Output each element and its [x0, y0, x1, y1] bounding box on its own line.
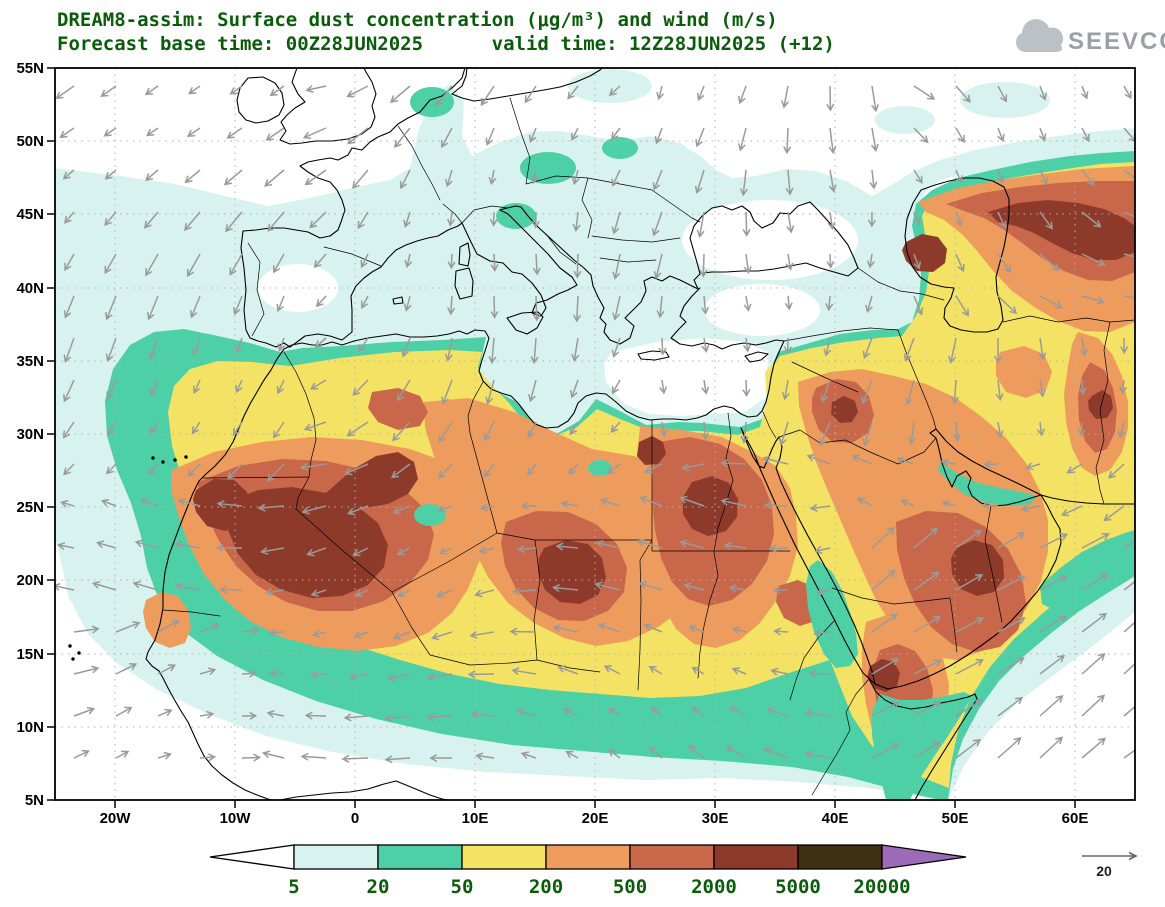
dust-patch-northeast2	[875, 106, 935, 134]
lon-tick-label: 10W	[220, 810, 252, 827]
lat-tick-label: 45N	[16, 206, 44, 223]
lat-tick-label: 35N	[16, 353, 44, 370]
lat-tick-label: 25N	[16, 499, 44, 516]
cloud-icon	[1015, 19, 1064, 52]
small-islands	[68, 455, 188, 661]
axis-ticks	[47, 67, 1076, 808]
lat-tick-label: 50N	[16, 133, 44, 150]
dust-region-gte2000	[193, 200, 1135, 692]
logo-text: SEEVCCC	[1068, 28, 1165, 55]
colorbar-segment	[377, 844, 463, 870]
logo: SEEVCCC	[1015, 19, 1165, 55]
clear-region-east-med	[604, 338, 768, 416]
dust-patch-baltic	[568, 69, 652, 103]
colorbar: 5 20 50 200 500 2000 5000 20000	[209, 844, 967, 898]
dust-patch-teal-balkans	[602, 137, 638, 159]
colorbar-segment	[293, 844, 379, 870]
lon-tick-label: 0	[351, 810, 359, 827]
lat-tick-label: 40N	[16, 280, 44, 297]
colorbar-segment	[461, 844, 547, 870]
lon-tick-label: 20E	[582, 810, 609, 827]
chart-title: DREAM8-assim: Surface dust concentration…	[57, 9, 778, 31]
lat-tick-label: 20N	[16, 572, 44, 589]
chart-subtitle: Forecast base time: 00Z28JUN2025 valid t…	[57, 33, 835, 55]
colorbar-level-label: 5	[288, 876, 299, 898]
graticule	[55, 68, 1135, 800]
clear-region-blacksea	[682, 200, 858, 280]
clear-region-anatolia	[704, 284, 820, 336]
lon-tick-label: 30E	[702, 810, 729, 827]
wind-vector-field	[55, 85, 1135, 764]
wind-reference-arrow-icon	[1082, 851, 1138, 861]
lon-tick-label: 60E	[1062, 810, 1089, 827]
colorbar-segment	[629, 844, 715, 870]
colorbar-level-label: 20	[367, 876, 390, 898]
wind-reference-legend: 20	[1082, 851, 1138, 879]
lon-tick-label: 40E	[822, 810, 849, 827]
wind-reference-value: 20	[1096, 863, 1112, 879]
lon-tick-label: 50E	[942, 810, 969, 827]
longitude-axis: 20W 10W 0 10E 20E 30E 40E 50E 60E	[100, 810, 1089, 827]
country-borders	[162, 97, 1135, 796]
map-area	[55, 68, 1135, 800]
coastlines	[145, 68, 1135, 800]
colorbar-segment	[545, 844, 631, 870]
colorbar-level-label: 20000	[853, 876, 910, 898]
lat-tick-label: 15N	[16, 646, 44, 663]
colorbar-level-label: 500	[613, 876, 647, 898]
colorbar-segment	[797, 844, 883, 870]
colorbar-level-label: 50	[451, 876, 474, 898]
dust-region-teal-inliers	[414, 460, 1135, 800]
colorbar-segment	[713, 844, 799, 870]
colorbar-level-label: 5000	[775, 876, 821, 898]
lat-tick-label: 10N	[16, 719, 44, 736]
latitude-axis: 55N 50N 45N 40N 35N 30N 25N 20N 15N 10N …	[16, 60, 44, 809]
colorbar-labels: 5 20 50 200 500 2000 5000 20000	[288, 876, 910, 898]
colorbar-over-arrow	[881, 844, 967, 870]
dust-patch-teal-adriatic	[496, 203, 536, 229]
lat-tick-label: 30N	[16, 426, 44, 443]
lon-tick-label: 20W	[100, 810, 132, 827]
colorbar-level-label: 200	[529, 876, 563, 898]
colorbar-level-label: 2000	[691, 876, 737, 898]
lat-tick-label: 55N	[16, 60, 44, 77]
dust-patch-teal-europe2	[520, 152, 576, 184]
colorbar-under-arrow	[209, 844, 295, 870]
lon-tick-label: 10E	[462, 810, 489, 827]
lat-tick-label: 5N	[25, 792, 44, 809]
